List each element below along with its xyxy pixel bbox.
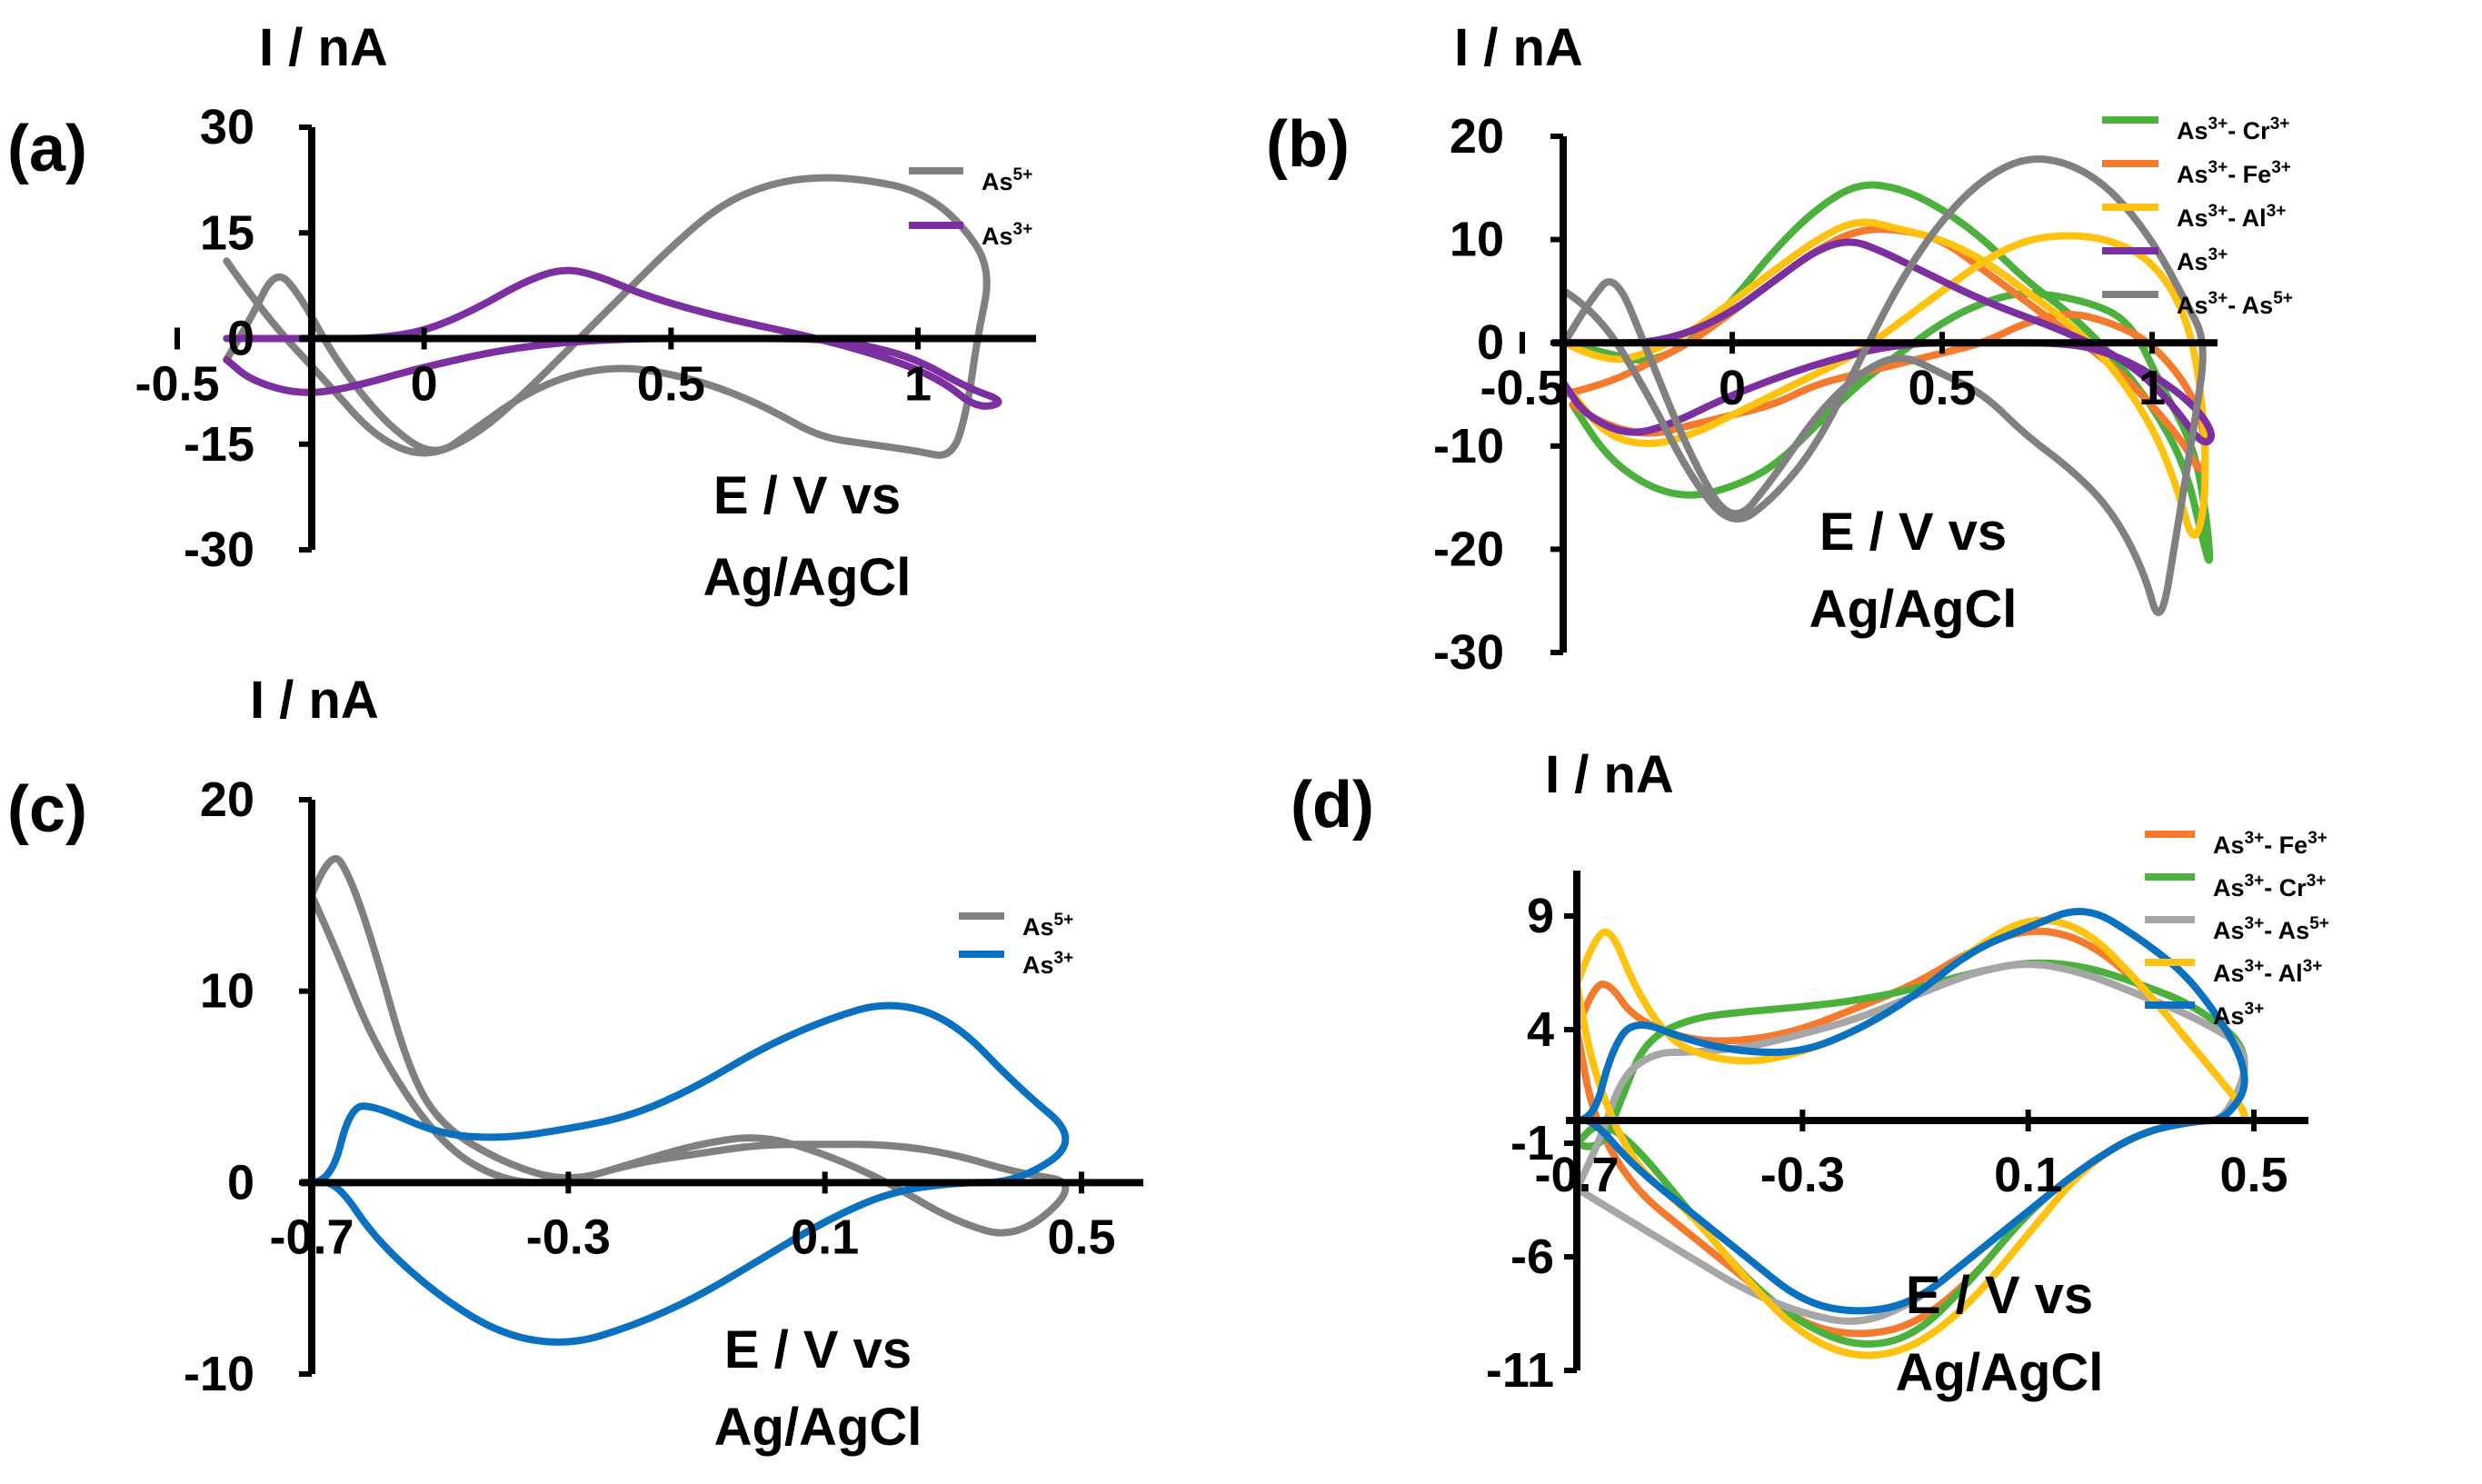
legend-label: As3+ [982, 220, 1032, 250]
y-tick-label: -6 [1510, 1230, 1554, 1284]
legend-label: As3+- Al3+ [2213, 957, 2322, 987]
x-axis-title-line2: Ag/AgCl [1809, 580, 2018, 639]
x-tick-label: -0.7 [1534, 1148, 1619, 1202]
legend: As3+- Cr3+ As3+- Fe3+ As3+- Al3+ As3+ As3+- … [2102, 115, 2293, 319]
y-tick-label: 20 [200, 772, 254, 827]
y-tick-label: 9 [1527, 889, 1554, 943]
x-tick-label: 1 [904, 357, 932, 412]
y-tick-label: -30 [1433, 625, 1504, 680]
series-line-2-0 [308, 854, 1070, 1237]
panel-label: (a) [7, 113, 87, 185]
y-tick-label: 10 [200, 964, 254, 1019]
x-axis-title-line2: Ag/AgCl [1896, 1343, 2104, 1402]
y-axis-title: I / nA [1545, 745, 1674, 804]
x-axis-title-line1: E / V vs [724, 1320, 912, 1379]
legend-label: As3+- Fe3+ [2213, 829, 2327, 859]
y-tick-label: 0 [227, 1155, 254, 1210]
legend-label: As3+- Cr3+ [2177, 115, 2289, 144]
series-line-3-4 [1573, 908, 2248, 1315]
panel-label: (b) [1266, 108, 1350, 181]
y-tick-label: -30 [184, 523, 254, 577]
legend: As5+ As3+ [959, 911, 1073, 979]
y-tick-label: -10 [1433, 419, 1504, 473]
y-tick-label: 0 [227, 312, 254, 366]
legend-label: As3+ [2177, 245, 2228, 275]
x-axis-title-line1: E / V vs [1819, 503, 2007, 562]
series-line-3-3 [1573, 916, 2248, 1360]
x-tick-label: 0.5 [2219, 1148, 2288, 1202]
y-tick-label: 15 [200, 205, 254, 260]
y-axis-title: I / nA [1454, 18, 1583, 77]
legend-label: As3+ [2213, 1000, 2264, 1030]
x-tick-label: 0 [1719, 361, 1746, 415]
legend-label: As3+- Fe3+ [2177, 158, 2291, 188]
y-axis-title: I / nA [250, 671, 379, 730]
series-line-1-4 [1560, 155, 2207, 616]
series-line-2-1 [308, 1001, 1070, 1346]
x-tick-label: -0.7 [269, 1210, 354, 1264]
legend: As5+ As3+ [909, 165, 1032, 250]
x-tick-label: 0.1 [791, 1210, 859, 1264]
legend-label: As5+ [1022, 911, 1073, 941]
y-tick-label: -20 [1433, 522, 1504, 576]
y-tick-label: 30 [200, 100, 254, 154]
chart-panel-3: 9 4 -1 -6 -11 -0.7 -0.3 0.1 0.5 (d) I / nA E / V vs… [1291, 745, 2329, 1402]
x-tick-label: 0.5 [637, 357, 705, 412]
panel-label: (c) [7, 773, 87, 846]
legend-label: As5+ [982, 165, 1032, 195]
x-axis-title-line2: Ag/AgCl [703, 548, 912, 607]
x-tick-label: -0.3 [526, 1210, 611, 1264]
x-axis-title-line1: E / V vs [713, 466, 901, 525]
legend: As3+- Fe3+ As3+- Cr3+ As3+- As5+ As3+- Al3+… [2145, 829, 2329, 1030]
y-tick-label: 20 [1450, 109, 1504, 164]
legend-label: As3+- As5+ [2177, 289, 2293, 319]
panel-label: (d) [1291, 769, 1374, 842]
legend-label: As3+- Cr3+ [2213, 871, 2326, 901]
legend-label: As3+- As5+ [2213, 914, 2329, 944]
y-tick-label: -1 [1510, 1116, 1554, 1170]
x-tick-label: -0.3 [1760, 1148, 1845, 1202]
legend-label: As3+ [1022, 949, 1073, 979]
y-tick-label: -11 [1486, 1343, 1554, 1398]
y-tick-label: 0 [1477, 315, 1504, 370]
x-tick-label: -0.5 [135, 357, 219, 412]
x-axis-title-line1: E / V vs [1906, 1266, 2093, 1325]
series-line-1-0 [1560, 181, 2214, 564]
x-tick-label: -0.5 [1480, 361, 1564, 415]
series-line-0-1 [223, 266, 1002, 410]
x-tick-label: 0.5 [1047, 1210, 1115, 1264]
y-tick-label: -10 [184, 1347, 254, 1401]
x-tick-label: 0.1 [1994, 1148, 2062, 1202]
x-tick-label: 1 [2138, 361, 2166, 415]
x-tick-label: 0.5 [1908, 361, 1976, 415]
series-line-0-0 [223, 174, 991, 459]
y-axis-title: I / nA [259, 18, 388, 77]
y-tick-label: 4 [1527, 1002, 1554, 1057]
series-line-1-2 [1560, 218, 2209, 539]
legend-label: As3+- Al3+ [2177, 202, 2286, 232]
series-line-1-3 [1560, 238, 2215, 446]
x-axis-title-line2: Ag/AgCl [714, 1398, 922, 1457]
y-tick-label: 10 [1450, 213, 1504, 267]
x-tick-label: 0 [411, 357, 438, 412]
chart-panel-2: 20 10 0 -10 -0.7 -0.3 0.1 0.5 (c) I / nA E / V vs A… [7, 671, 1143, 1457]
y-tick-label: -15 [184, 417, 254, 472]
